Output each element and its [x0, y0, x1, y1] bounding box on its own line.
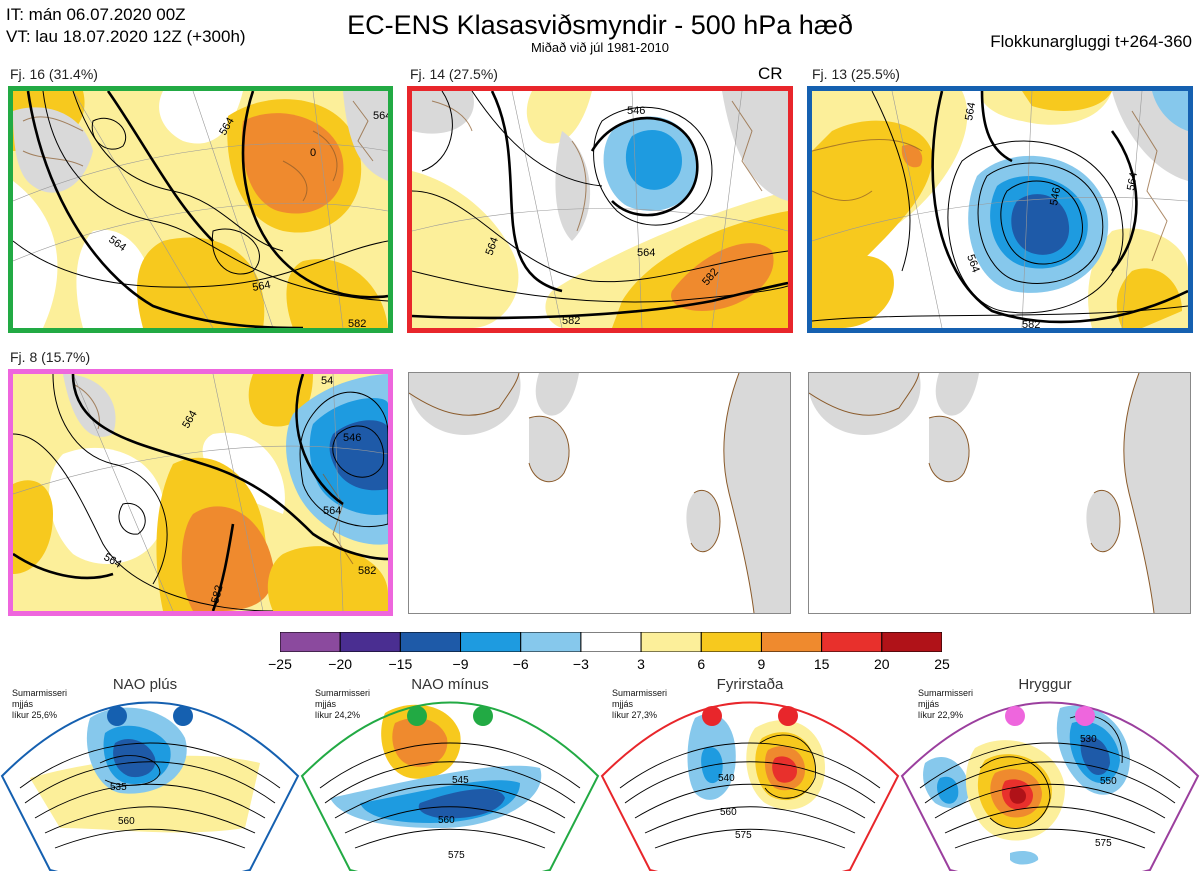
colorbar-swatch: [339, 631, 401, 653]
regime-contour: 560: [720, 807, 737, 818]
colorbar-tick-label: 20: [874, 656, 890, 672]
valid-time: VT: lau 18.07.2020 12Z (+300h): [6, 27, 246, 46]
contour-label: 546: [343, 432, 361, 444]
regime-contour: 575: [1095, 838, 1112, 849]
contour-label: 564: [373, 110, 388, 122]
contour-label: 564: [251, 279, 271, 294]
colorbar-swatch: [580, 631, 642, 653]
contour-label: 582: [1022, 319, 1040, 328]
empty-map-1: [408, 372, 791, 614]
regime-contour: 540: [718, 773, 735, 784]
regime-info: Sumarmisseri mjjás líkur 27,3%: [612, 688, 668, 720]
contour-label: 564: [1125, 171, 1140, 191]
regime-blocking: Sumarmisseri mjjás líkur 27,3% Fyrirstað…: [600, 676, 900, 871]
colorbar-tick-label: −25: [268, 656, 292, 672]
regime-ridge: Sumarmisseri mjjás líkur 22,9% Hryggur: [900, 676, 1200, 871]
colorbar-swatch: [399, 631, 462, 653]
cluster-3-map: 564 546 564 564 582: [807, 86, 1193, 333]
regime-contour: 575: [735, 830, 752, 841]
colorbar-tick-label: 3: [637, 656, 645, 672]
colorbar-swatch: [760, 631, 823, 653]
cluster-window: Flokkunargluggi t+264-360: [990, 32, 1192, 51]
regime-contour: 560: [438, 815, 455, 826]
colorbar-tick-label: −20: [328, 656, 353, 672]
regime-info: Sumarmisseri mjjás líkur 24,2%: [315, 688, 371, 720]
colorbar-tick-label: −9: [452, 656, 469, 672]
page-title: EC-ENS Klasasviðsmyndir - 500 hPa hæð: [347, 10, 853, 40]
regime-contour: 545: [452, 775, 469, 786]
page-subtitle: Miðað við júl 1981-2010: [530, 40, 670, 55]
cluster-3-label: Fj. 13 (25.5%): [812, 66, 900, 82]
regime-nao-minus: Sumarmisseri mjjás líkur 24,2% NAO mínus…: [300, 676, 600, 871]
regime-title: Fyrirstaða: [716, 676, 784, 693]
init-time: IT: mán 06.07.2020 00Z: [6, 5, 186, 24]
colorbar-swatch: [520, 631, 582, 653]
contour-label: 546: [1048, 186, 1063, 206]
cluster-2-tag: CR: [758, 64, 783, 83]
cluster-4-label: Fj. 8 (15.7%): [10, 349, 91, 365]
regime-contour: 535: [110, 782, 127, 793]
empty-map-2: [808, 372, 1191, 614]
contour-label: 546: [627, 105, 645, 117]
regime-contour: 530: [1080, 734, 1097, 745]
regime-title: Hryggur: [1018, 676, 1072, 693]
colorbar-swatch: [881, 631, 943, 653]
colorbar-tick-label: −15: [388, 656, 413, 672]
regime-nao-plus: Sumarmisseri mjjás líkur 25,6% NAO plús …: [0, 676, 300, 871]
colorbar-swatch: [700, 631, 762, 653]
regime-contour: 560: [118, 816, 135, 827]
colorbar-tick-label: −3: [572, 656, 589, 672]
regime-title: NAO mínus: [411, 676, 489, 693]
contour-label: 564: [484, 236, 502, 257]
colorbar-tick-label: 25: [934, 656, 950, 672]
contour-label: 54: [321, 375, 333, 387]
regime-info: Sumarmisseri mjjás líkur 22,9%: [918, 688, 974, 720]
regime-contour: 575: [448, 850, 465, 861]
contour-label: 582: [358, 565, 376, 577]
cluster-1-map: 564 564 564 564 582 0: [8, 86, 393, 333]
colorbar-swatch: [640, 631, 702, 653]
contour-label: 564: [637, 247, 655, 259]
contour-label: 0: [310, 147, 316, 159]
contour-label: 582: [209, 584, 225, 605]
colorbar-swatch: [821, 631, 883, 653]
regime-title: NAO plús: [112, 676, 178, 693]
colorbar-tick-label: −6: [512, 656, 529, 672]
contour-label: 564: [963, 101, 978, 121]
cluster-4-map: 564 546 564 564 582 582 54: [8, 369, 393, 616]
colorbar-tick-label: 15: [813, 656, 830, 672]
contour-label: 564: [964, 253, 982, 274]
colorbar-tick-label: 6: [697, 656, 706, 672]
contour-label: 582: [562, 315, 580, 327]
header-times: IT: mán 06.07.2020 00Z VT: lau 18.07.202…: [6, 4, 246, 48]
colorbar-swatch: [460, 631, 522, 653]
regime-info: Sumarmisseri mjjás líkur 25,6%: [12, 688, 68, 720]
colorbar: [279, 631, 943, 653]
contour-label: 564: [323, 505, 341, 517]
cluster-1-label: Fj. 16 (31.4%): [10, 66, 98, 82]
regime-contour: 550: [1100, 776, 1117, 787]
colorbar-swatch: [279, 631, 341, 653]
cluster-2-label: Fj. 14 (27.5%): [410, 66, 498, 82]
contour-label: 582: [348, 318, 366, 328]
cluster-2-map: 546 564 564 582 582: [407, 86, 793, 333]
colorbar-tick-label: 9: [757, 656, 766, 672]
